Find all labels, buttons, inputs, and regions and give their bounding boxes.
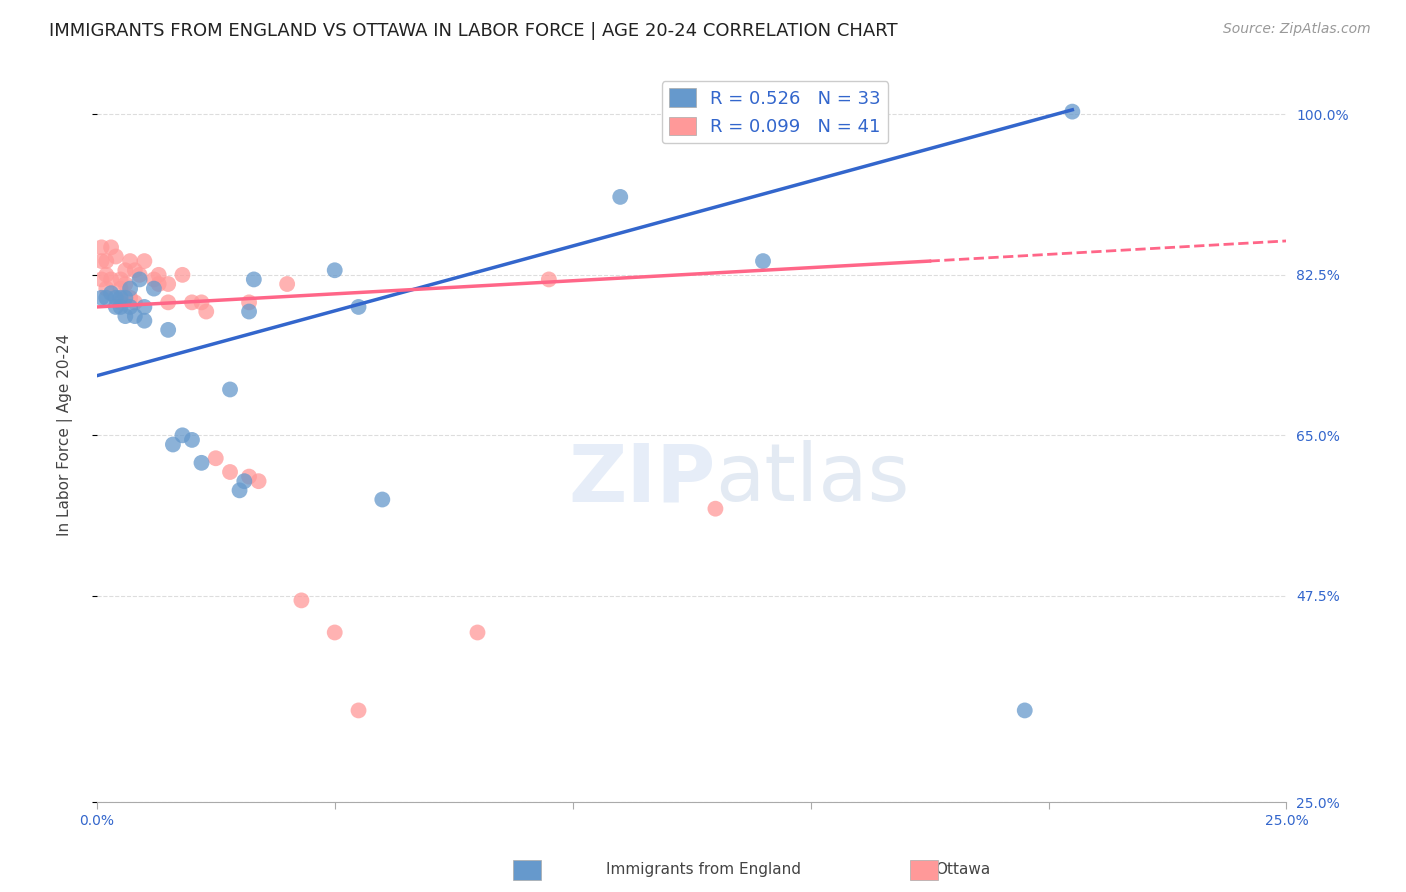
- Point: [100, 272, 122, 286]
- Point: [134, 314, 156, 328]
- Point: [347, 703, 370, 717]
- Point: [114, 277, 136, 291]
- Text: ZIP: ZIP: [568, 441, 716, 518]
- Point: [114, 309, 136, 323]
- Point: [124, 295, 146, 310]
- Point: [467, 625, 489, 640]
- Point: [228, 483, 250, 498]
- Point: [110, 282, 132, 296]
- Point: [238, 295, 260, 310]
- Point: [190, 456, 212, 470]
- Point: [110, 300, 132, 314]
- Legend: R = 0.526   N = 33, R = 0.099   N = 41: R = 0.526 N = 33, R = 0.099 N = 41: [662, 81, 889, 144]
- Point: [162, 437, 184, 451]
- Point: [323, 625, 346, 640]
- Point: [172, 268, 194, 282]
- Point: [190, 295, 212, 310]
- Point: [347, 300, 370, 314]
- Point: [247, 474, 270, 488]
- Point: [276, 277, 298, 291]
- Point: [148, 268, 170, 282]
- Point: [219, 383, 242, 397]
- Point: [110, 272, 132, 286]
- Point: [114, 291, 136, 305]
- Point: [204, 451, 226, 466]
- Point: [157, 295, 180, 310]
- Point: [134, 254, 156, 268]
- Point: [323, 263, 346, 277]
- Text: atlas: atlas: [716, 441, 910, 518]
- Point: [243, 272, 266, 286]
- Point: [90, 291, 112, 305]
- Point: [114, 263, 136, 277]
- Point: [238, 469, 260, 483]
- Point: [104, 291, 127, 305]
- Point: [124, 263, 146, 277]
- Point: [124, 309, 146, 323]
- Point: [157, 323, 180, 337]
- Point: [371, 492, 394, 507]
- Text: Source: ZipAtlas.com: Source: ZipAtlas.com: [1223, 22, 1371, 37]
- Point: [120, 291, 142, 305]
- Point: [142, 282, 165, 296]
- Point: [96, 291, 118, 305]
- Text: IMMIGRANTS FROM ENGLAND VS OTTAWA IN LABOR FORCE | AGE 20-24 CORRELATION CHART: IMMIGRANTS FROM ENGLAND VS OTTAWA IN LAB…: [49, 22, 898, 40]
- Point: [96, 254, 118, 268]
- Point: [233, 474, 256, 488]
- Point: [110, 291, 132, 305]
- Point: [148, 277, 170, 291]
- Point: [181, 295, 204, 310]
- Point: [90, 254, 112, 268]
- Point: [1014, 703, 1036, 717]
- Point: [90, 240, 112, 254]
- Point: [704, 501, 727, 516]
- Point: [120, 300, 142, 314]
- Point: [172, 428, 194, 442]
- Point: [100, 286, 122, 301]
- Point: [120, 254, 142, 268]
- Point: [290, 593, 312, 607]
- Point: [134, 300, 156, 314]
- Point: [128, 268, 150, 282]
- Point: [195, 304, 218, 318]
- Point: [104, 300, 127, 314]
- Point: [238, 304, 260, 318]
- Text: Immigrants from England: Immigrants from England: [606, 863, 800, 877]
- Point: [110, 295, 132, 310]
- Point: [609, 190, 631, 204]
- Point: [752, 254, 775, 268]
- Point: [181, 433, 204, 447]
- Point: [96, 282, 118, 296]
- Point: [104, 250, 127, 264]
- Point: [142, 272, 165, 286]
- Point: [128, 272, 150, 286]
- Point: [96, 268, 118, 282]
- Point: [100, 240, 122, 254]
- Point: [1062, 104, 1084, 119]
- Point: [90, 272, 112, 286]
- Text: Ottawa: Ottawa: [935, 863, 991, 877]
- Point: [219, 465, 242, 479]
- Point: [537, 272, 560, 286]
- Point: [157, 277, 180, 291]
- Point: [120, 282, 142, 296]
- Y-axis label: In Labor Force | Age 20-24: In Labor Force | Age 20-24: [58, 334, 73, 536]
